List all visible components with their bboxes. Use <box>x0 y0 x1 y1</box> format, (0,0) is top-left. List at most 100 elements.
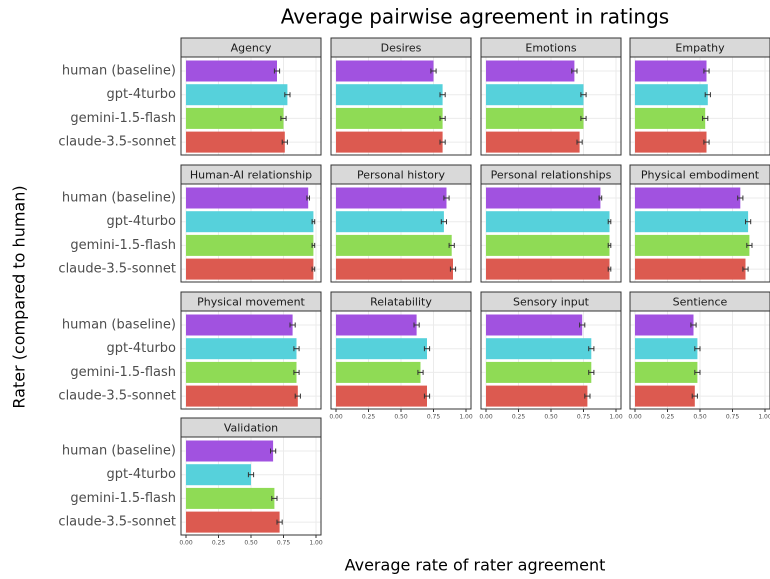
bar <box>186 385 298 407</box>
bar <box>486 60 575 82</box>
panel-border <box>330 183 472 283</box>
bar <box>186 440 274 462</box>
bar <box>486 361 592 383</box>
y-tick-label: human (baseline) <box>62 191 176 206</box>
bar <box>186 187 309 209</box>
panel-title: Validation <box>224 422 278 435</box>
bar <box>336 338 427 360</box>
bar <box>635 107 706 129</box>
bar <box>486 258 610 280</box>
bar <box>186 131 285 153</box>
panel-title: Relatability <box>370 296 432 309</box>
y-tick-label: gpt-4turbo <box>107 87 176 102</box>
bar <box>186 60 277 82</box>
bar <box>336 234 452 256</box>
x-tick-label: 0.25 <box>212 540 226 547</box>
bar <box>186 84 288 106</box>
y-tick-label: gemini-1.5-flash <box>70 111 176 126</box>
bar <box>186 234 314 256</box>
bar <box>635 131 707 153</box>
x-axis-label: Average rate of rater agreement <box>345 556 606 575</box>
bar <box>336 211 444 233</box>
bar <box>635 211 749 233</box>
bar <box>635 361 698 383</box>
panel-title: Personal relationships <box>491 169 612 182</box>
y-tick-label: gemini-1.5-flash <box>70 365 176 380</box>
bar <box>186 211 314 233</box>
panel-title: Emotions <box>525 42 576 55</box>
y-tick-label: human (baseline) <box>62 444 176 459</box>
bar <box>336 385 427 407</box>
panel-title: Sensory input <box>513 296 590 309</box>
bar <box>186 258 314 280</box>
bar <box>486 314 583 336</box>
panel-border <box>629 56 770 156</box>
bar <box>336 84 443 106</box>
x-tick-label: 0.75 <box>277 540 291 547</box>
x-tick-label: 0.50 <box>394 414 408 421</box>
y-tick-label: human (baseline) <box>62 318 176 333</box>
x-tick-label: 0.50 <box>544 414 558 421</box>
bar <box>635 60 707 82</box>
y-tick-label: claude-3.5-sonnet <box>58 515 176 530</box>
x-tick-label: 0.00 <box>628 414 642 421</box>
bar <box>486 107 584 129</box>
panel-border <box>330 56 472 156</box>
bar <box>336 131 443 153</box>
panel-border <box>180 310 322 410</box>
panel-border <box>180 56 322 156</box>
y-tick-label: claude-3.5-sonnet <box>58 389 176 404</box>
x-tick-label: 0.75 <box>577 414 591 421</box>
panel-title: Sentience <box>673 296 728 309</box>
panel-border <box>629 183 770 283</box>
y-tick-label: gemini-1.5-flash <box>70 238 176 253</box>
bar <box>336 60 434 82</box>
y-tick-label: gpt-4turbo <box>107 214 176 229</box>
bar <box>635 258 746 280</box>
bar <box>186 511 280 533</box>
bar <box>486 187 601 209</box>
bar <box>186 487 275 509</box>
y-tick-label: human (baseline) <box>62 64 176 79</box>
panel-title: Desires <box>381 42 422 55</box>
panel-title: Agency <box>231 42 272 55</box>
bar <box>336 361 421 383</box>
y-tick-label: gpt-4turbo <box>107 467 176 482</box>
panel-border <box>180 183 322 283</box>
bar <box>486 234 610 256</box>
bar <box>486 84 584 106</box>
y-tick-label: gemini-1.5-flash <box>70 491 176 506</box>
bar <box>635 187 741 209</box>
x-tick-label: 0.00 <box>179 540 193 547</box>
panel-title: Physical embodiment <box>641 169 760 182</box>
panel-border <box>480 183 622 283</box>
x-tick-label: 0.50 <box>244 540 258 547</box>
bar <box>635 385 695 407</box>
bar <box>336 107 443 129</box>
chart-title: Average pairwise agreement in ratings <box>281 5 669 29</box>
bar <box>635 234 750 256</box>
bar <box>635 338 698 360</box>
bar <box>486 338 592 360</box>
bar <box>186 464 251 486</box>
x-tick-label: 0.00 <box>479 414 493 421</box>
x-tick-label: 0.00 <box>329 414 343 421</box>
bar <box>486 211 610 233</box>
bar <box>186 107 284 129</box>
x-tick-label: 1.00 <box>309 540 323 547</box>
bar <box>486 131 580 153</box>
panel-title: Personal history <box>357 169 446 182</box>
x-tick-label: 0.25 <box>512 414 526 421</box>
y-tick-label: claude-3.5-sonnet <box>58 262 176 277</box>
x-tick-label: 0.50 <box>693 414 707 421</box>
x-tick-label: 0.75 <box>726 414 740 421</box>
bar <box>635 84 708 106</box>
bar <box>186 338 297 360</box>
y-axis-label: Rater (compared to human) <box>10 185 29 408</box>
x-tick-label: 1.00 <box>609 414 623 421</box>
bar <box>486 385 588 407</box>
x-tick-label: 1.00 <box>459 414 473 421</box>
panel-title: Physical movement <box>197 296 305 309</box>
bar <box>336 187 447 209</box>
